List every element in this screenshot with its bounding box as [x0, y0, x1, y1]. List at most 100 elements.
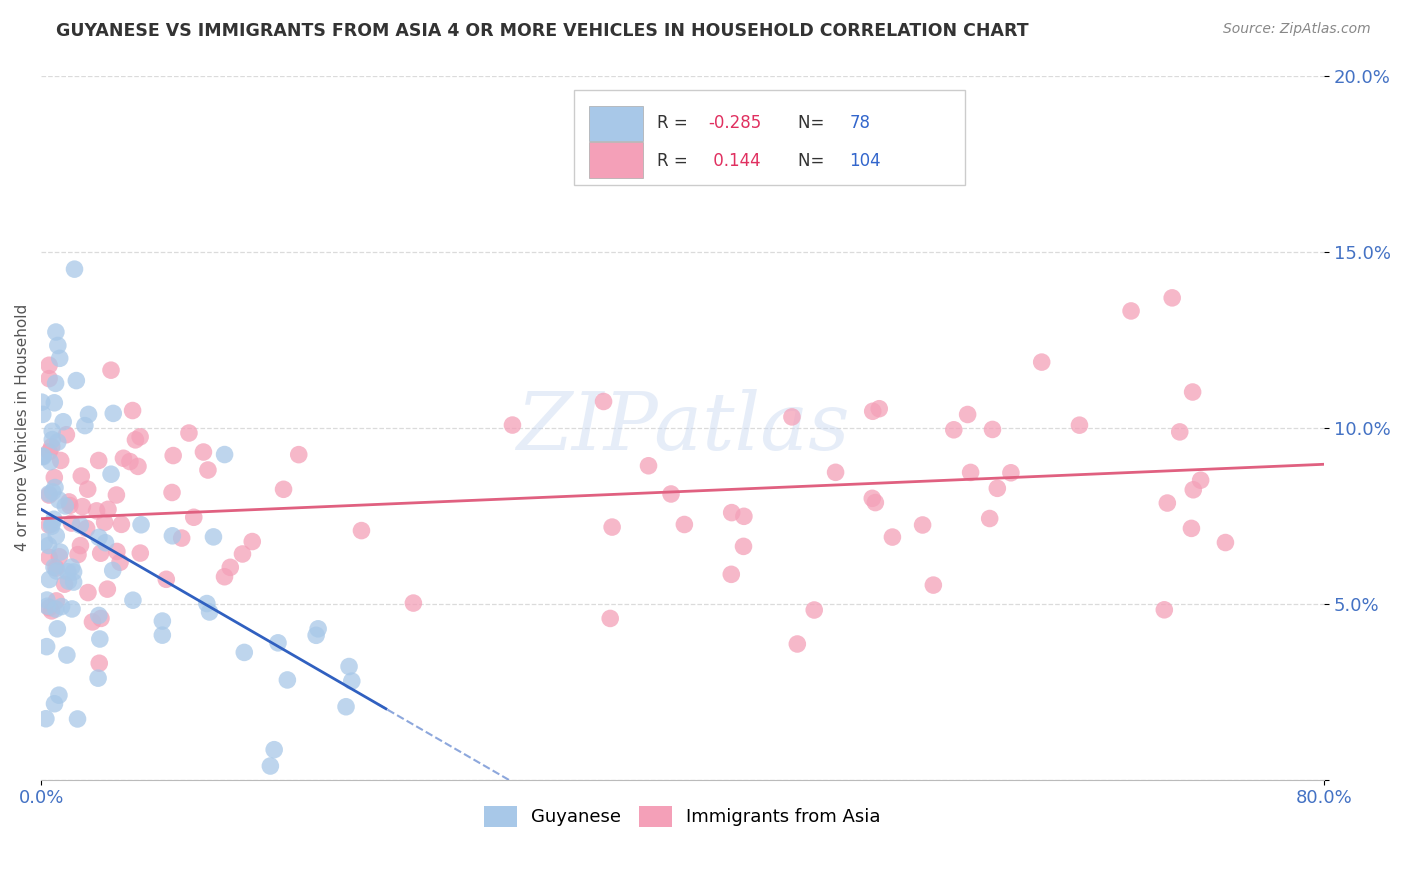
Point — [49, 453, 72, 467]
Point — [44, 396, 66, 410]
Point — [214, 448, 236, 462]
Point — [659, 487, 682, 501]
Point — [58, 495, 80, 509]
Point — [1119, 304, 1142, 318]
Point — [868, 401, 890, 416]
Point — [1156, 496, 1178, 510]
Point — [865, 495, 887, 509]
Point — [1069, 418, 1091, 433]
Point — [63, 262, 86, 277]
Point — [733, 509, 755, 524]
Point — [97, 502, 120, 516]
Point — [42, 560, 65, 574]
Point — [862, 404, 884, 418]
Point — [155, 572, 177, 586]
Point — [273, 483, 295, 497]
Point — [118, 454, 141, 468]
Point — [48, 549, 70, 564]
Point — [986, 481, 1008, 495]
Point — [73, 418, 96, 433]
Point — [41, 519, 63, 533]
Point — [103, 406, 125, 420]
Point — [112, 451, 135, 466]
Point — [600, 520, 623, 534]
Point — [60, 516, 83, 530]
Point — [55, 427, 77, 442]
Point — [1180, 521, 1202, 535]
Point — [170, 531, 193, 545]
Point — [45, 564, 67, 578]
FancyBboxPatch shape — [589, 143, 643, 178]
Point — [1215, 535, 1237, 549]
Point — [38, 550, 60, 565]
Point — [307, 622, 329, 636]
Point — [89, 632, 111, 646]
Point — [637, 458, 659, 473]
Point — [59, 499, 82, 513]
Point — [35, 712, 58, 726]
Point — [780, 409, 803, 424]
Point — [1189, 473, 1212, 487]
Point — [87, 453, 110, 467]
Point — [44, 697, 66, 711]
Point — [56, 565, 79, 579]
Point — [90, 546, 112, 560]
Point — [240, 534, 263, 549]
Point — [599, 611, 621, 625]
Point — [38, 518, 60, 533]
Point — [37, 599, 59, 614]
Point — [959, 466, 981, 480]
Point — [350, 524, 373, 538]
Text: 0.144: 0.144 — [709, 153, 761, 170]
Y-axis label: 4 or more Vehicles in Household: 4 or more Vehicles in Household — [15, 304, 30, 551]
Point — [82, 615, 104, 629]
Point — [911, 518, 934, 533]
Point — [52, 415, 75, 429]
Point — [202, 530, 225, 544]
Point — [62, 565, 84, 579]
Point — [66, 712, 89, 726]
Point — [129, 546, 152, 560]
Point — [89, 657, 111, 671]
Point — [287, 448, 309, 462]
Point — [38, 573, 60, 587]
Point — [69, 539, 91, 553]
Point — [122, 593, 145, 607]
Point — [31, 408, 53, 422]
Point — [198, 605, 221, 619]
Point — [160, 485, 183, 500]
Point — [77, 408, 100, 422]
Point — [87, 671, 110, 685]
Point — [41, 516, 63, 531]
Point — [53, 577, 76, 591]
Legend: Guyanese, Immigrants from Asia: Guyanese, Immigrants from Asia — [477, 798, 889, 834]
Text: R =: R = — [657, 113, 693, 132]
Point — [956, 408, 979, 422]
Point — [38, 444, 60, 458]
Point — [38, 487, 60, 501]
Point — [786, 637, 808, 651]
Point — [673, 517, 696, 532]
Point — [45, 594, 67, 608]
Point — [824, 466, 846, 480]
Point — [162, 449, 184, 463]
Point — [124, 433, 146, 447]
Text: R =: R = — [657, 153, 693, 170]
Point — [922, 578, 945, 592]
Point — [259, 759, 281, 773]
Point — [66, 548, 89, 562]
Point — [35, 640, 58, 654]
Point — [45, 376, 67, 391]
Point — [183, 510, 205, 524]
Point — [1181, 384, 1204, 399]
Point — [76, 521, 98, 535]
Point — [87, 530, 110, 544]
Point — [720, 567, 742, 582]
Point — [105, 544, 128, 558]
Point — [58, 574, 80, 588]
Point — [62, 575, 84, 590]
FancyBboxPatch shape — [589, 106, 643, 141]
Point — [803, 603, 825, 617]
Point — [39, 455, 62, 469]
Point — [162, 529, 184, 543]
